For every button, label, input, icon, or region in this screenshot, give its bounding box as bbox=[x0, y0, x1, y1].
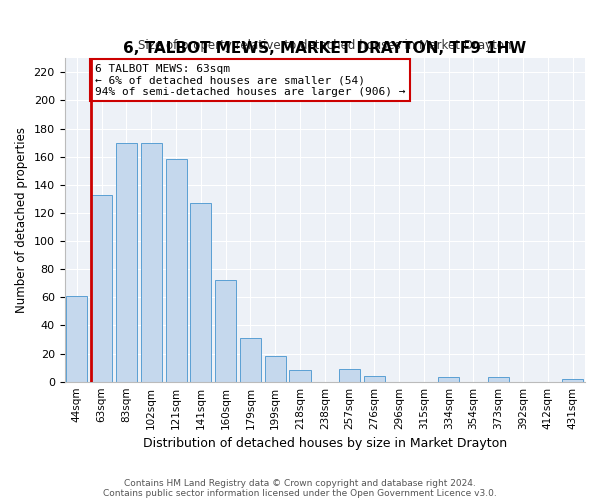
Bar bbox=[116, 142, 137, 382]
Bar bbox=[215, 280, 236, 382]
Text: 6 TALBOT MEWS: 63sqm
← 6% of detached houses are smaller (54)
94% of semi-detach: 6 TALBOT MEWS: 63sqm ← 6% of detached ho… bbox=[95, 64, 406, 97]
Bar bbox=[91, 194, 112, 382]
Bar bbox=[141, 142, 162, 382]
Bar bbox=[265, 356, 286, 382]
Bar bbox=[488, 378, 509, 382]
X-axis label: Distribution of detached houses by size in Market Drayton: Distribution of detached houses by size … bbox=[143, 437, 507, 450]
Bar bbox=[67, 296, 88, 382]
Bar bbox=[438, 378, 459, 382]
Bar bbox=[190, 203, 211, 382]
Bar bbox=[562, 379, 583, 382]
Bar bbox=[339, 369, 360, 382]
Bar bbox=[166, 160, 187, 382]
Text: Contains HM Land Registry data © Crown copyright and database right 2024.: Contains HM Land Registry data © Crown c… bbox=[124, 478, 476, 488]
Text: Contains public sector information licensed under the Open Government Licence v3: Contains public sector information licen… bbox=[103, 488, 497, 498]
Bar bbox=[364, 376, 385, 382]
Bar bbox=[289, 370, 311, 382]
Bar bbox=[240, 338, 261, 382]
Title: 6, TALBOT MEWS, MARKET DRAYTON, TF9 1HW: 6, TALBOT MEWS, MARKET DRAYTON, TF9 1HW bbox=[123, 40, 526, 56]
Text: Size of property relative to detached houses in Market Drayton: Size of property relative to detached ho… bbox=[138, 38, 512, 52]
Y-axis label: Number of detached properties: Number of detached properties bbox=[15, 127, 28, 313]
